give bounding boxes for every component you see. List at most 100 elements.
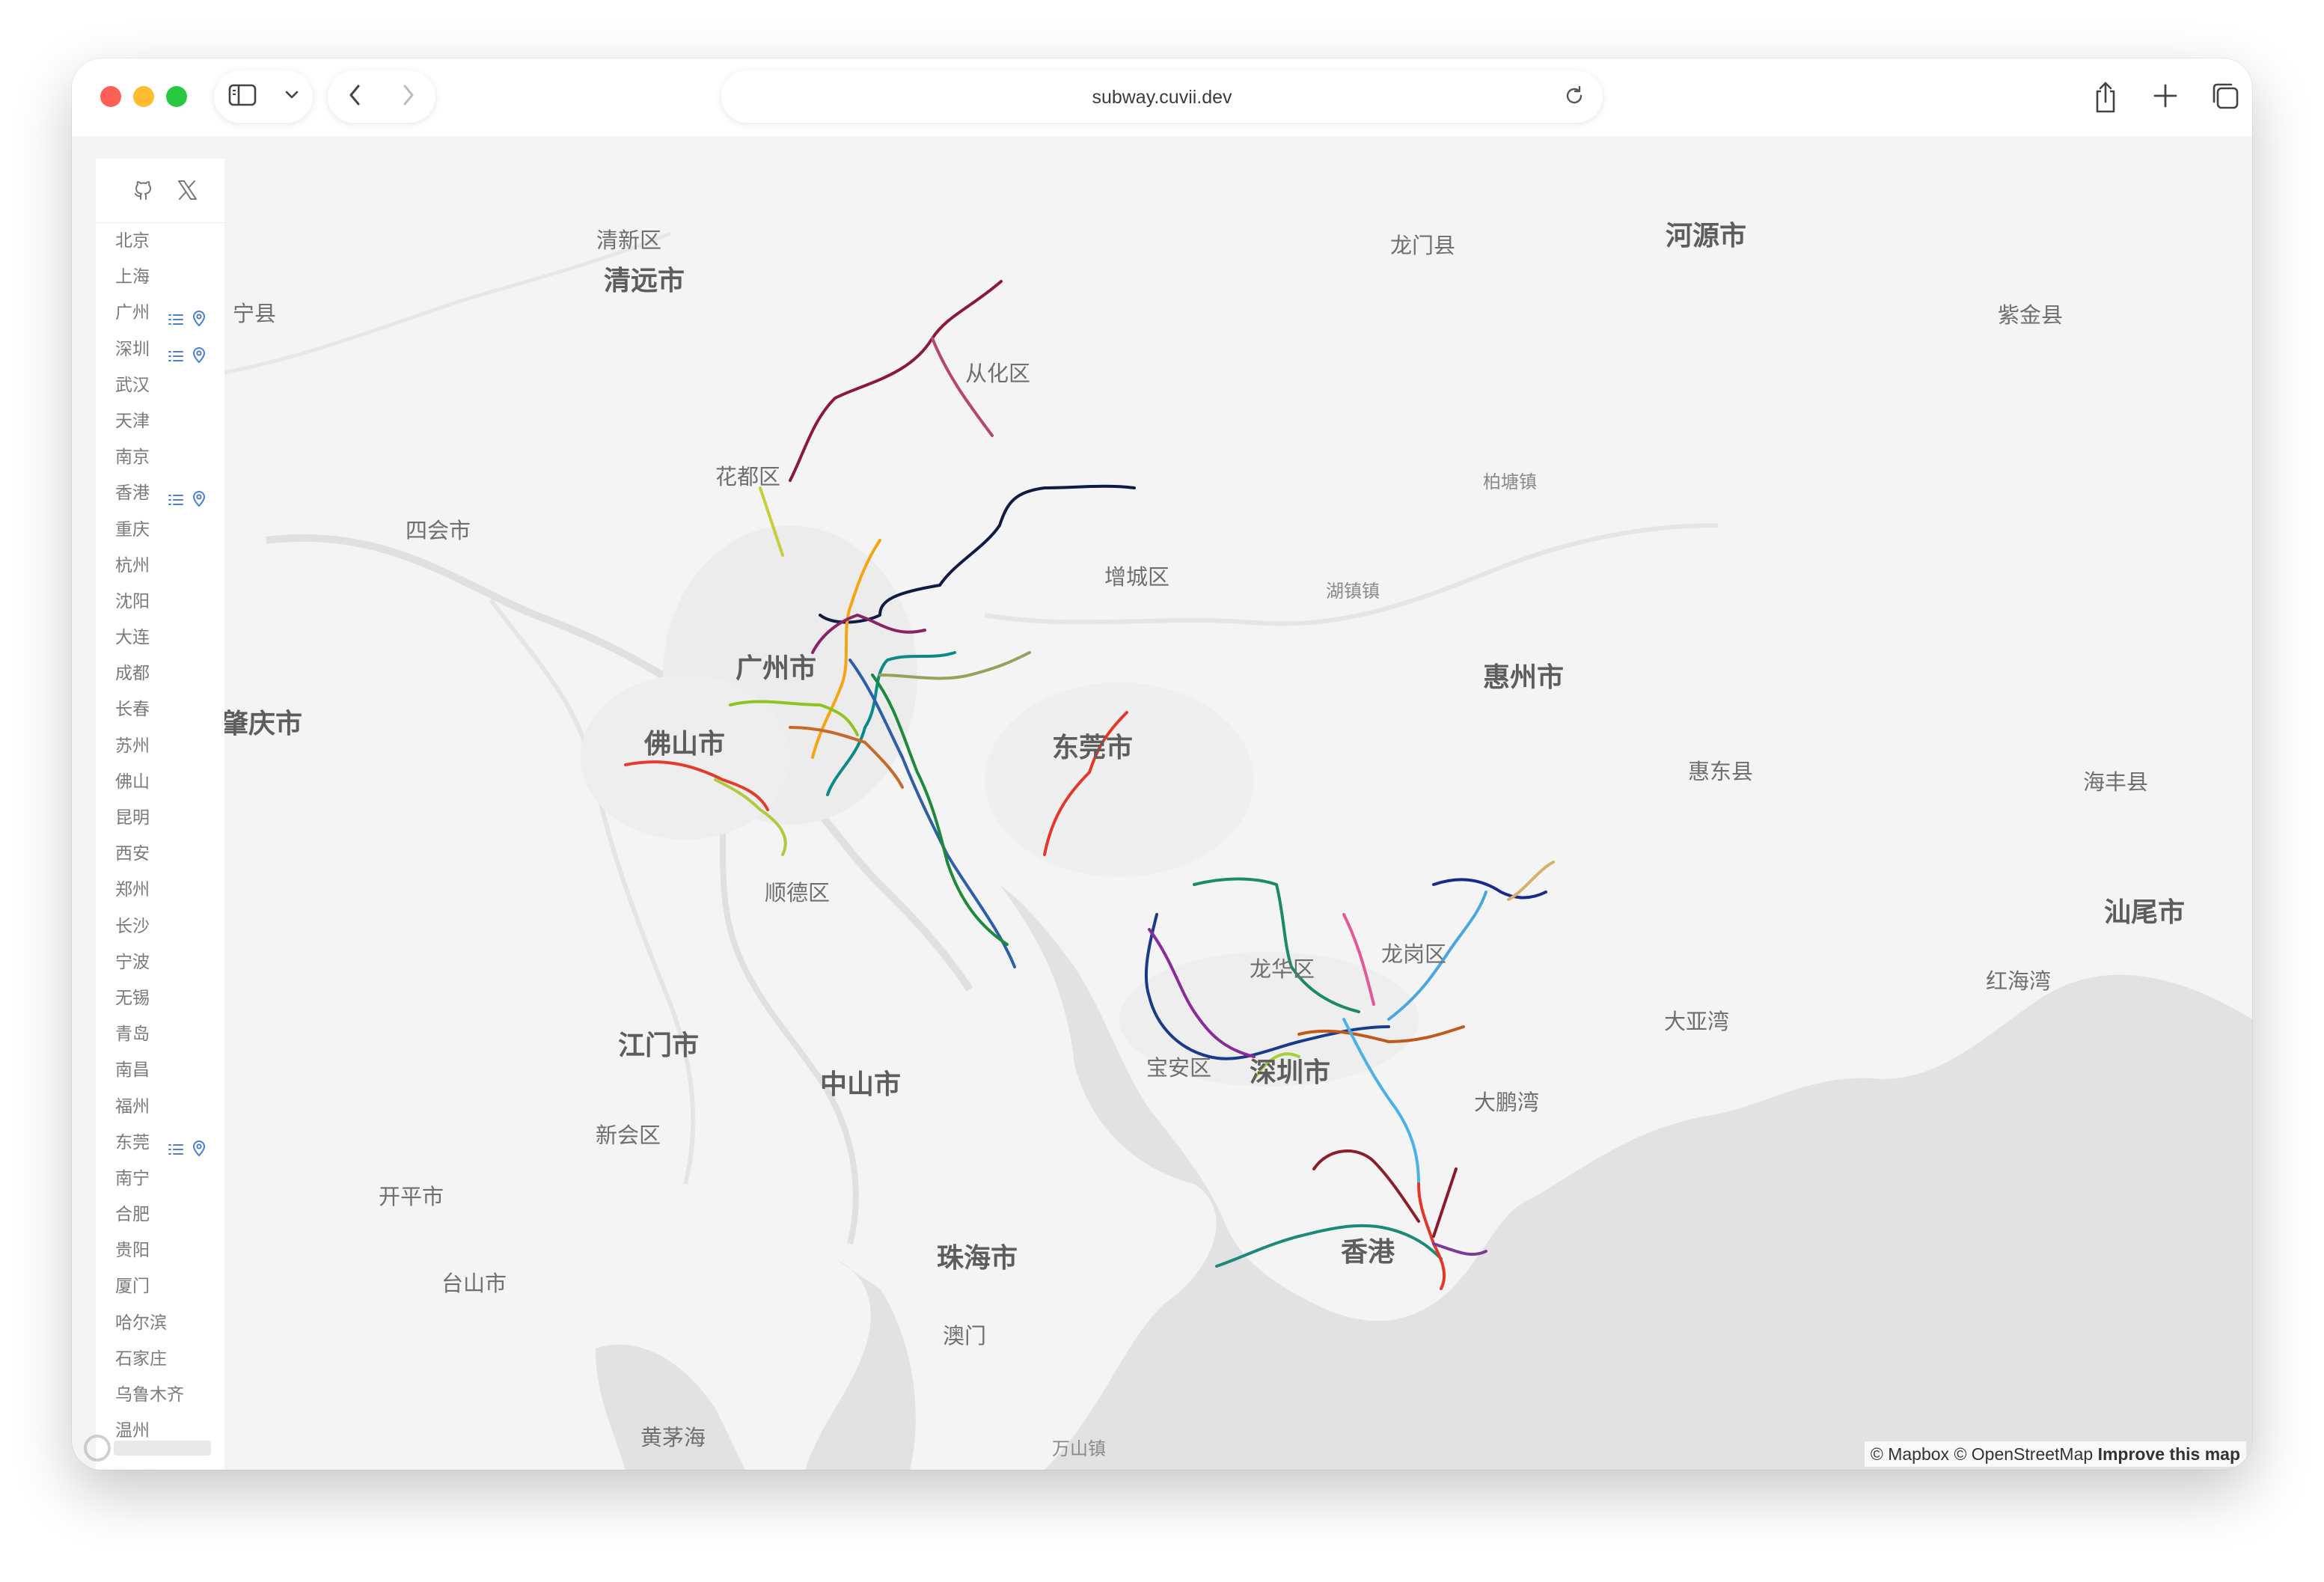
address-bar[interactable]: subway.cuvii.dev xyxy=(721,70,1603,123)
city-name: 广州 xyxy=(115,303,150,323)
label-huangmaohai: 黄茅海 xyxy=(640,1425,706,1450)
city-name: 石家庄 xyxy=(115,1349,167,1369)
city-item[interactable]: 广州 xyxy=(96,295,224,331)
city-name: 重庆 xyxy=(115,519,150,540)
city-name: 合肥 xyxy=(115,1205,150,1225)
city-item[interactable]: 西安 xyxy=(96,836,224,872)
browser-toolbar: subway.cuvii.dev xyxy=(72,58,2252,136)
map-pin-icon[interactable] xyxy=(192,484,207,520)
city-item[interactable]: 贵阳 xyxy=(96,1233,224,1268)
city-sidebar: 北京上海广州深圳武汉 天津南京香港重庆杭州沈阳 大连成都长春苏州佛山昆明西安 郑州 长沙… xyxy=(96,159,224,1470)
city-name: 厦门 xyxy=(115,1277,150,1297)
map-pin-icon[interactable] xyxy=(192,340,207,376)
x-twitter-icon[interactable] xyxy=(175,178,199,206)
map-attribution: © Mapbox © OpenStreetMap Improve this ma… xyxy=(1864,1441,2246,1467)
city-item[interactable]: 大连 xyxy=(96,620,224,656)
map-pin-icon[interactable] xyxy=(192,304,207,340)
city-name: 苏州 xyxy=(115,736,150,756)
city-name: 上海 xyxy=(115,267,150,287)
city-item[interactable]: 北京 xyxy=(96,223,224,259)
label-shenzhen: 深圳市 xyxy=(1250,1057,1331,1088)
city-item[interactable]: 沈阳 xyxy=(96,584,224,620)
list-icon[interactable] xyxy=(168,484,184,520)
city-name: 青岛 xyxy=(115,1024,150,1045)
map-basemap xyxy=(72,136,2252,1470)
city-item[interactable]: 福州 xyxy=(96,1089,224,1125)
city-name: 杭州 xyxy=(115,555,150,575)
reload-icon[interactable] xyxy=(1562,84,1586,112)
sidebar-toggle-group xyxy=(214,70,313,123)
city-item[interactable]: 长春 xyxy=(96,691,224,727)
city-name: 东莞 xyxy=(115,1132,150,1152)
close-window-button[interactable] xyxy=(100,86,121,107)
label-zhaoqing: 肇庆市 xyxy=(221,709,303,739)
city-item[interactable]: 哈尔滨 xyxy=(96,1305,224,1341)
city-item[interactable]: 重庆 xyxy=(96,512,224,548)
mapbox-logo-icon[interactable] xyxy=(82,1433,217,1467)
city-item[interactable]: 佛山 xyxy=(96,764,224,800)
sidebar-icon[interactable] xyxy=(228,84,257,110)
map-pin-icon[interactable] xyxy=(192,1134,207,1170)
city-name: 南宁 xyxy=(115,1168,150,1188)
github-icon[interactable] xyxy=(132,178,156,206)
city-item[interactable]: 苏州 xyxy=(96,728,224,764)
tab-overview-icon[interactable] xyxy=(2210,81,2240,114)
city-item[interactable]: 东莞 xyxy=(96,1125,224,1161)
city-item[interactable]: 昆明 xyxy=(96,800,224,836)
label-baoan: 宝安区 xyxy=(1146,1055,1212,1081)
city-item[interactable]: 温州 xyxy=(96,1413,224,1449)
city-item[interactable]: 杭州 xyxy=(96,548,224,584)
city-name: 乌鲁木齐 xyxy=(115,1385,184,1405)
city-name: 成都 xyxy=(115,664,150,684)
city-item[interactable]: 南昌 xyxy=(96,1052,224,1088)
label-dapengwan: 大鹏湾 xyxy=(1474,1090,1540,1115)
city-name: 南京 xyxy=(115,448,150,468)
label-wanshan: 万山镇 xyxy=(1052,1438,1106,1459)
label-kaiping: 开平市 xyxy=(379,1184,444,1209)
mapbox-attribution-link[interactable]: © Mapbox xyxy=(1870,1444,1950,1464)
subway-map[interactable]: 清新区 清远市 龙门县 河源市 宁县 紫金县 从化区 花都区 四会市 柏塘镇 增… xyxy=(72,136,2252,1470)
city-item[interactable]: 上海 xyxy=(96,259,224,295)
city-name: 北京 xyxy=(115,231,150,251)
city-name: 昆明 xyxy=(115,808,150,828)
back-icon[interactable] xyxy=(347,83,362,111)
new-tab-icon[interactable] xyxy=(2152,81,2179,114)
city-item[interactable]: 南京 xyxy=(96,439,224,475)
city-item[interactable]: 郑州 xyxy=(96,872,224,908)
chevron-down-icon[interactable] xyxy=(284,90,299,104)
city-item[interactable]: 武汉 xyxy=(96,367,224,403)
list-icon[interactable] xyxy=(168,340,184,376)
city-item[interactable]: 青岛 xyxy=(96,1016,224,1052)
city-item[interactable]: 石家庄 xyxy=(96,1341,224,1377)
city-item[interactable]: 无锡 xyxy=(96,980,224,1016)
city-item[interactable]: 深圳 xyxy=(96,332,224,367)
city-item[interactable]: 香港 xyxy=(96,475,224,511)
osm-attribution-link[interactable]: © OpenStreetMap xyxy=(1954,1444,2094,1464)
city-item[interactable]: 宁波 xyxy=(96,944,224,980)
city-name: 深圳 xyxy=(115,339,150,359)
forward-icon[interactable] xyxy=(401,83,416,111)
address-text: subway.cuvii.dev xyxy=(1092,87,1232,108)
share-icon[interactable] xyxy=(2092,81,2119,117)
city-item[interactable]: 天津 xyxy=(96,403,224,439)
minimize-window-button[interactable] xyxy=(133,86,154,107)
list-icon[interactable] xyxy=(168,1134,184,1170)
improve-map-link[interactable]: Improve this map xyxy=(2097,1444,2240,1464)
city-item[interactable]: 南宁 xyxy=(96,1161,224,1197)
browser-window: subway.cuvii.dev xyxy=(72,58,2252,1470)
label-sihui: 四会市 xyxy=(406,518,471,543)
city-item[interactable]: 成都 xyxy=(96,656,224,691)
city-actions xyxy=(168,1134,207,1170)
label-longhua: 龙华区 xyxy=(1250,956,1315,982)
city-item[interactable]: 长沙 xyxy=(96,908,224,944)
label-longmen: 龙门县 xyxy=(1390,233,1456,258)
city-item[interactable]: 厦门 xyxy=(96,1268,224,1304)
zoom-window-button[interactable] xyxy=(166,86,187,107)
city-item[interactable]: 合肥 xyxy=(96,1197,224,1233)
label-huadu: 花都区 xyxy=(715,464,781,489)
city-name: 哈尔滨 xyxy=(115,1313,167,1333)
city-item[interactable]: 乌鲁木齐 xyxy=(96,1377,224,1413)
label-zhongshan: 中山市 xyxy=(820,1069,902,1100)
city-name: 宁波 xyxy=(115,952,150,972)
list-icon[interactable] xyxy=(168,304,184,340)
